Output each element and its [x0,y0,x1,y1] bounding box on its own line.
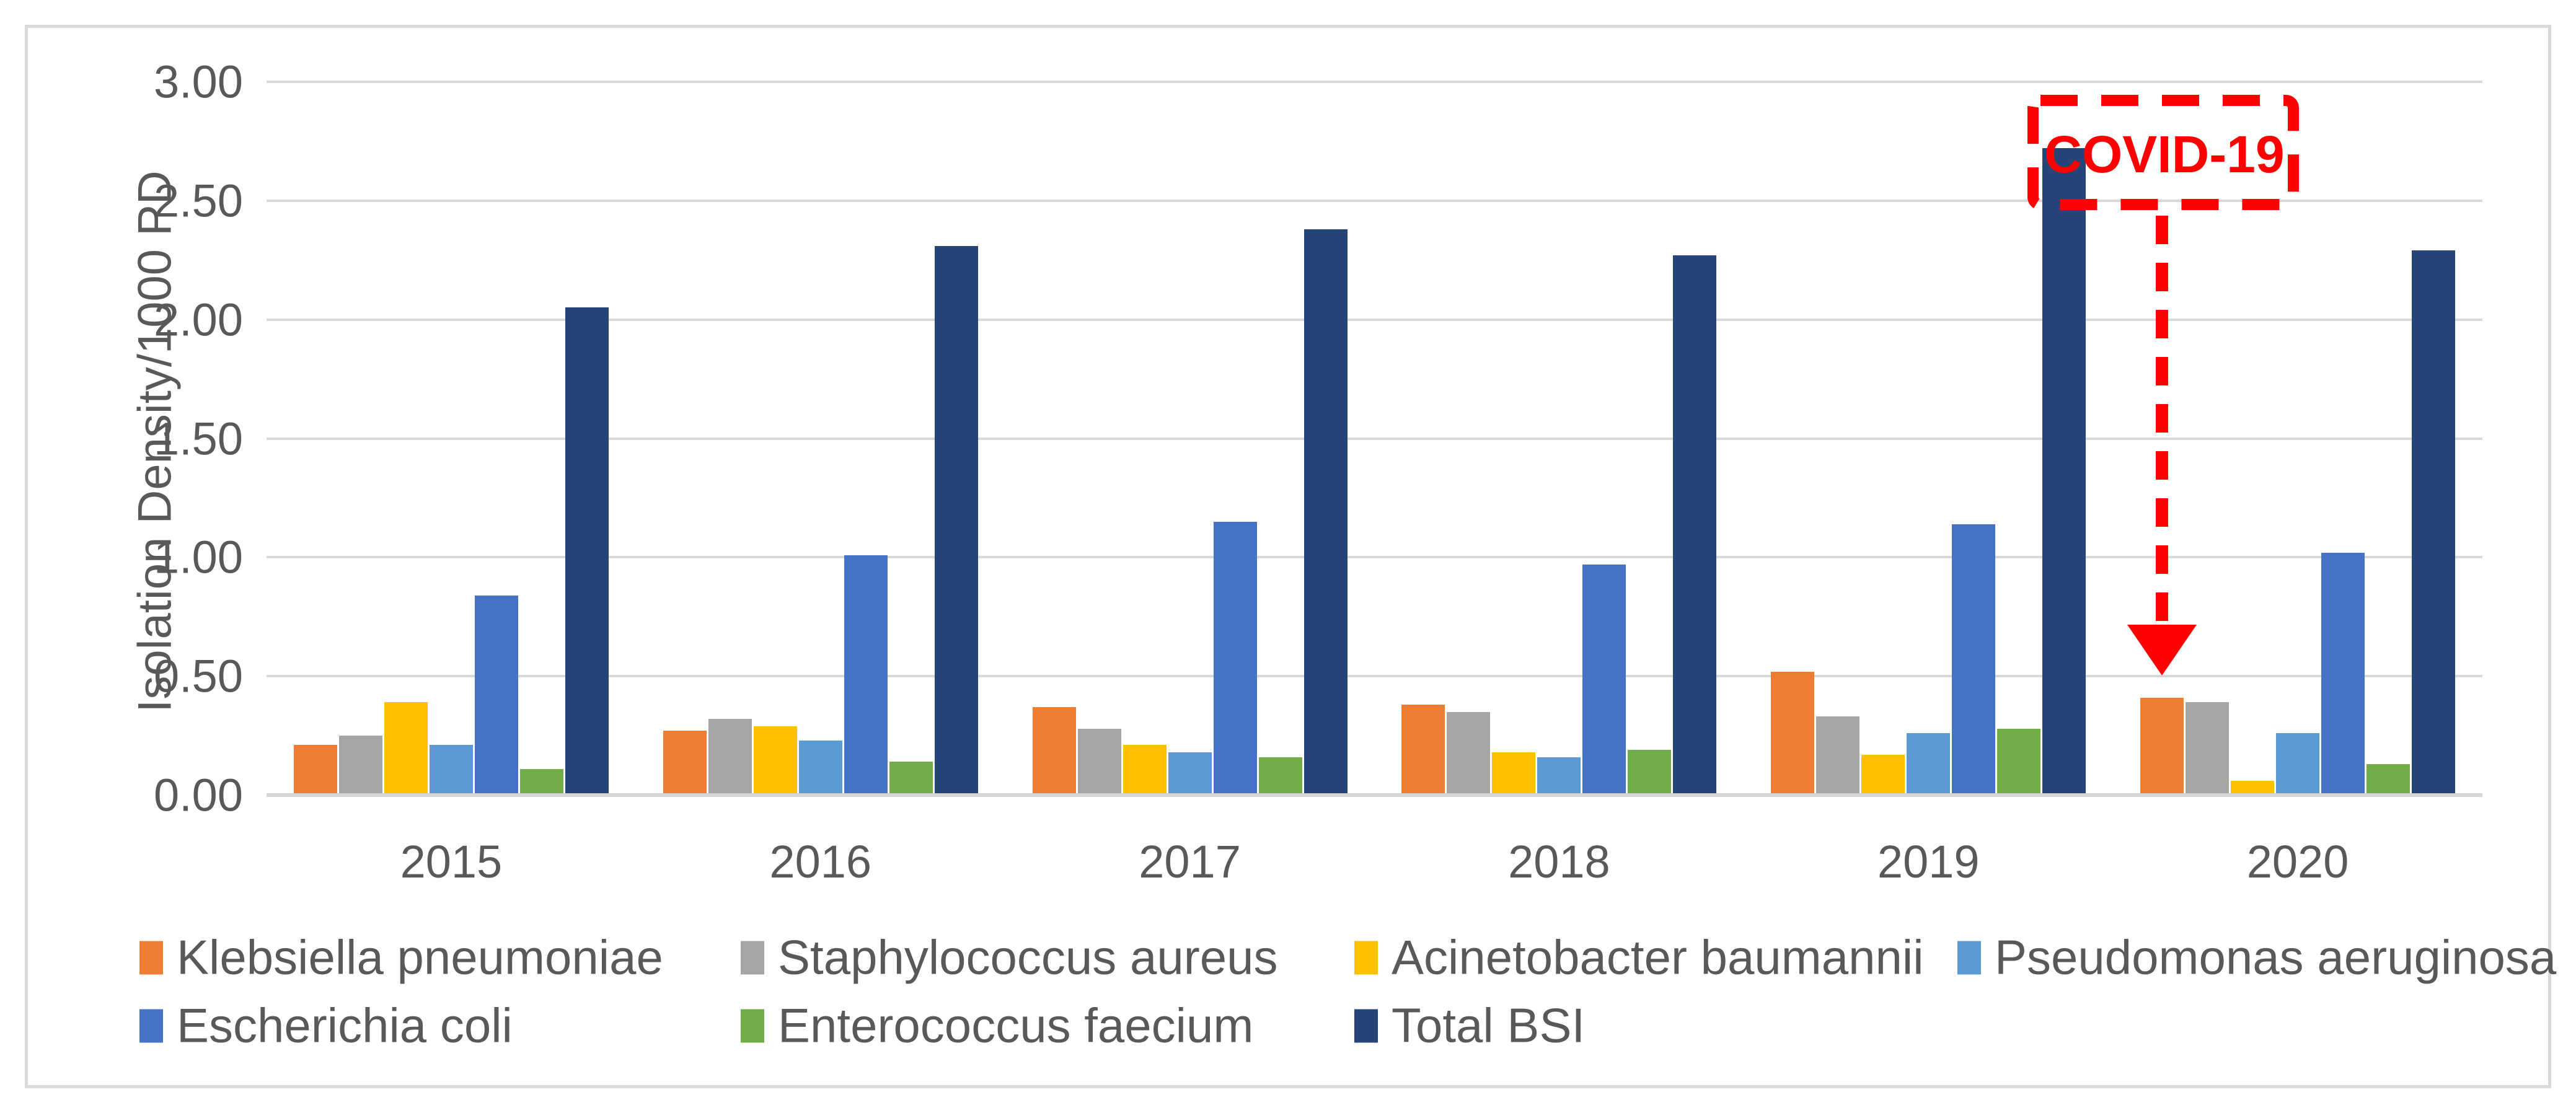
bar-2015-total-bsi [565,307,609,795]
bar-2017-acinetobacter-baumannii [1123,745,1167,795]
gridline [267,675,2482,678]
bar-2018-klebsiella-pneumoniae [1401,705,1445,795]
x-tick-label-2015: 2015 [400,836,503,887]
bar-groups [267,82,2482,795]
bar-2017-pseudomonas-aeruginosa [1168,752,1212,795]
x-axis-line [267,793,2482,797]
legend-item-acinetobacter-baumannii: Acinetobacter baumannii [1354,930,1924,986]
y-tick-label: 2.00 [153,294,243,346]
bar-group-2017 [1005,82,1375,795]
bar-2017-enterococcus-faecium [1258,757,1302,795]
legend-swatch-icon [741,941,764,974]
gridline [267,318,2482,321]
legend-swatch-icon [1354,941,1378,974]
bar-2015-staphylococcus-aureus [338,736,382,795]
bar-2020-enterococcus-faecium [2366,764,2411,795]
bar-2015-enterococcus-faecium [519,768,563,795]
y-tick-label: 3.00 [153,56,243,108]
plot-area [267,81,2482,797]
y-tick-label: 1.00 [153,531,243,583]
bar-2018-escherichia-coli [1582,564,1626,795]
bar-group-2016 [636,82,1005,795]
bar-2018-staphylococcus-aureus [1447,711,1491,795]
bars-2019 [1744,82,2113,795]
x-tick-label-2016: 2016 [769,836,872,887]
bar-2016-enterococcus-faecium [889,762,933,795]
bar-2015-klebsiella-pneumoniae [293,745,337,795]
legend-item-staphylococcus-aureus: Staphylococcus aureus [741,930,1277,986]
y-tick-label: 2.50 [153,175,243,227]
bars-2015 [267,82,636,795]
legend-swatch-icon [139,1009,163,1042]
bar-2017-total-bsi [1303,229,1348,795]
bar-2016-acinetobacter-baumannii [753,726,797,795]
gridline [267,199,2482,202]
y-tick-label: 0.50 [153,650,243,702]
bars-2020 [2113,82,2482,795]
bar-group-2018 [1374,82,1744,795]
legend-item-klebsiella-pneumoniae: Klebsiella pneumoniae [139,930,663,986]
legend-label: Staphylococcus aureus [778,930,1278,985]
bar-2020-total-bsi [2412,250,2456,795]
bar-2015-acinetobacter-baumannii [384,702,428,795]
bar-2017-escherichia-coli [1213,521,1257,795]
bar-2019-acinetobacter-baumannii [1861,754,1905,795]
bars-2018 [1374,82,1744,795]
gridline [267,81,2482,83]
legend-swatch-icon [741,1009,764,1042]
bar-2019-klebsiella-pneumoniae [1771,671,1815,795]
bar-2018-total-bsi [1673,255,1717,795]
x-tick-label-2018: 2018 [1508,836,1610,887]
x-tick-label-2017: 2017 [1139,836,1241,887]
bar-2020-pseudomonas-aeruginosa [2276,733,2320,795]
legend-item-pseudomonas-aeruginosa: Pseudomonas aeruginosa [1957,930,2556,986]
legend-label: Enterococcus faecium [778,998,1254,1053]
bar-2016-klebsiella-pneumoniae [663,731,707,795]
bar-2016-staphylococcus-aureus [708,719,752,795]
legend-label: Total BSI [1392,998,1586,1053]
bars-2017 [1005,82,1375,795]
legend-label: Acinetobacter baumannii [1392,930,1924,985]
bar-2020-acinetobacter-baumannii [2231,780,2275,795]
legend-label: Pseudomonas aeruginosa [1995,930,2557,985]
bar-2019-staphylococcus-aureus [1816,716,1860,795]
bar-2020-escherichia-coli [2321,552,2365,795]
legend-swatch-icon [1957,941,1981,974]
bar-2017-staphylococcus-aureus [1077,728,1121,795]
legend-item-enterococcus-faecium: Enterococcus faecium [741,998,1253,1054]
legend-item-escherichia-coli: Escherichia coli [139,998,513,1054]
legend-item-total-bsi: Total BSI [1354,998,1585,1054]
bar-group-2019 [1744,82,2113,795]
bar-2016-escherichia-coli [844,555,888,795]
gridline [267,556,2482,559]
bar-2019-enterococcus-faecium [1997,728,2041,795]
bar-2019-total-bsi [2042,148,2086,795]
bar-2018-pseudomonas-aeruginosa [1537,757,1581,795]
legend-label: Klebsiella pneumoniae [177,930,663,985]
bar-2015-pseudomonas-aeruginosa [429,745,473,795]
bar-2018-acinetobacter-baumannii [1492,752,1536,795]
bar-2016-total-bsi [934,245,978,795]
gridline [267,437,2482,440]
bar-2017-klebsiella-pneumoniae [1032,707,1076,795]
y-tick-label: 1.50 [153,413,243,464]
bars-2016 [636,82,1005,795]
bar-group-2020 [2113,82,2482,795]
y-tick-label: 0.00 [153,769,243,821]
bar-2016-pseudomonas-aeruginosa [798,740,842,795]
legend-swatch-icon [139,941,163,974]
legend-swatch-icon [1354,1009,1378,1042]
bar-2015-escherichia-coli [474,595,518,795]
bar-2018-enterococcus-faecium [1628,750,1672,795]
x-tick-label-2020: 2020 [2246,836,2349,887]
bar-2019-pseudomonas-aeruginosa [1907,733,1951,795]
bar-2020-klebsiella-pneumoniae [2140,697,2184,795]
legend-label: Escherichia coli [177,998,513,1053]
x-tick-label-2019: 2019 [1877,836,1980,887]
bar-2019-escherichia-coli [1952,524,1996,795]
bar-group-2015 [267,82,636,795]
bar-2020-staphylococcus-aureus [2186,702,2230,795]
